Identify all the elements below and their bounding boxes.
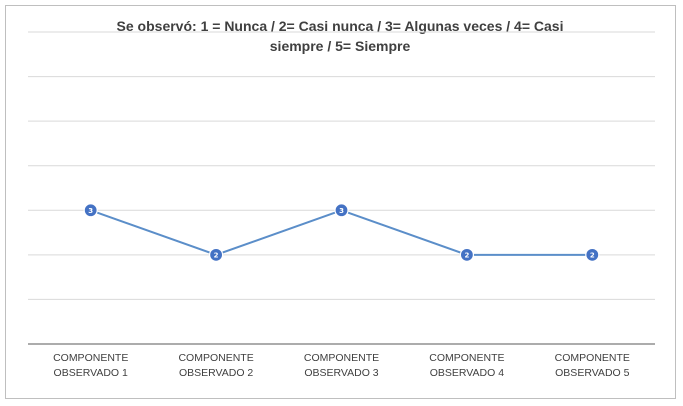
gridlines bbox=[28, 31, 655, 300]
x-tick-labels: COMPONENTE OBSERVADO 1 COMPONENTE OBSERVADO… bbox=[53, 352, 630, 379]
data-label: 2 bbox=[590, 251, 595, 259]
data-label: 2 bbox=[464, 251, 469, 259]
data-label: 3 bbox=[339, 207, 344, 215]
x-tick-label: COMPONENTE OBSERVADO 2 bbox=[178, 352, 253, 379]
data-points: 3 2 3 2 2 bbox=[83, 203, 600, 262]
chart-title: Se observó: 1 = Nunca / 2= Casi nunca / … bbox=[116, 18, 564, 54]
data-point[interactable] bbox=[334, 203, 349, 218]
data-label: 3 bbox=[88, 207, 93, 215]
data-point[interactable] bbox=[585, 247, 600, 262]
x-tick-label: COMPONENTE OBSERVADO 1 bbox=[53, 352, 128, 379]
x-tick-label: COMPONENTE OBSERVADO 4 bbox=[429, 352, 504, 379]
x-tick-label: COMPONENTE OBSERVADO 5 bbox=[555, 352, 630, 379]
x-tick-label: COMPONENTE OBSERVADO 3 bbox=[304, 352, 379, 379]
data-point[interactable] bbox=[459, 247, 474, 262]
data-point[interactable] bbox=[83, 203, 98, 218]
data-point[interactable] bbox=[209, 247, 224, 262]
chart-frame bbox=[5, 5, 676, 399]
data-label: 2 bbox=[214, 251, 219, 259]
